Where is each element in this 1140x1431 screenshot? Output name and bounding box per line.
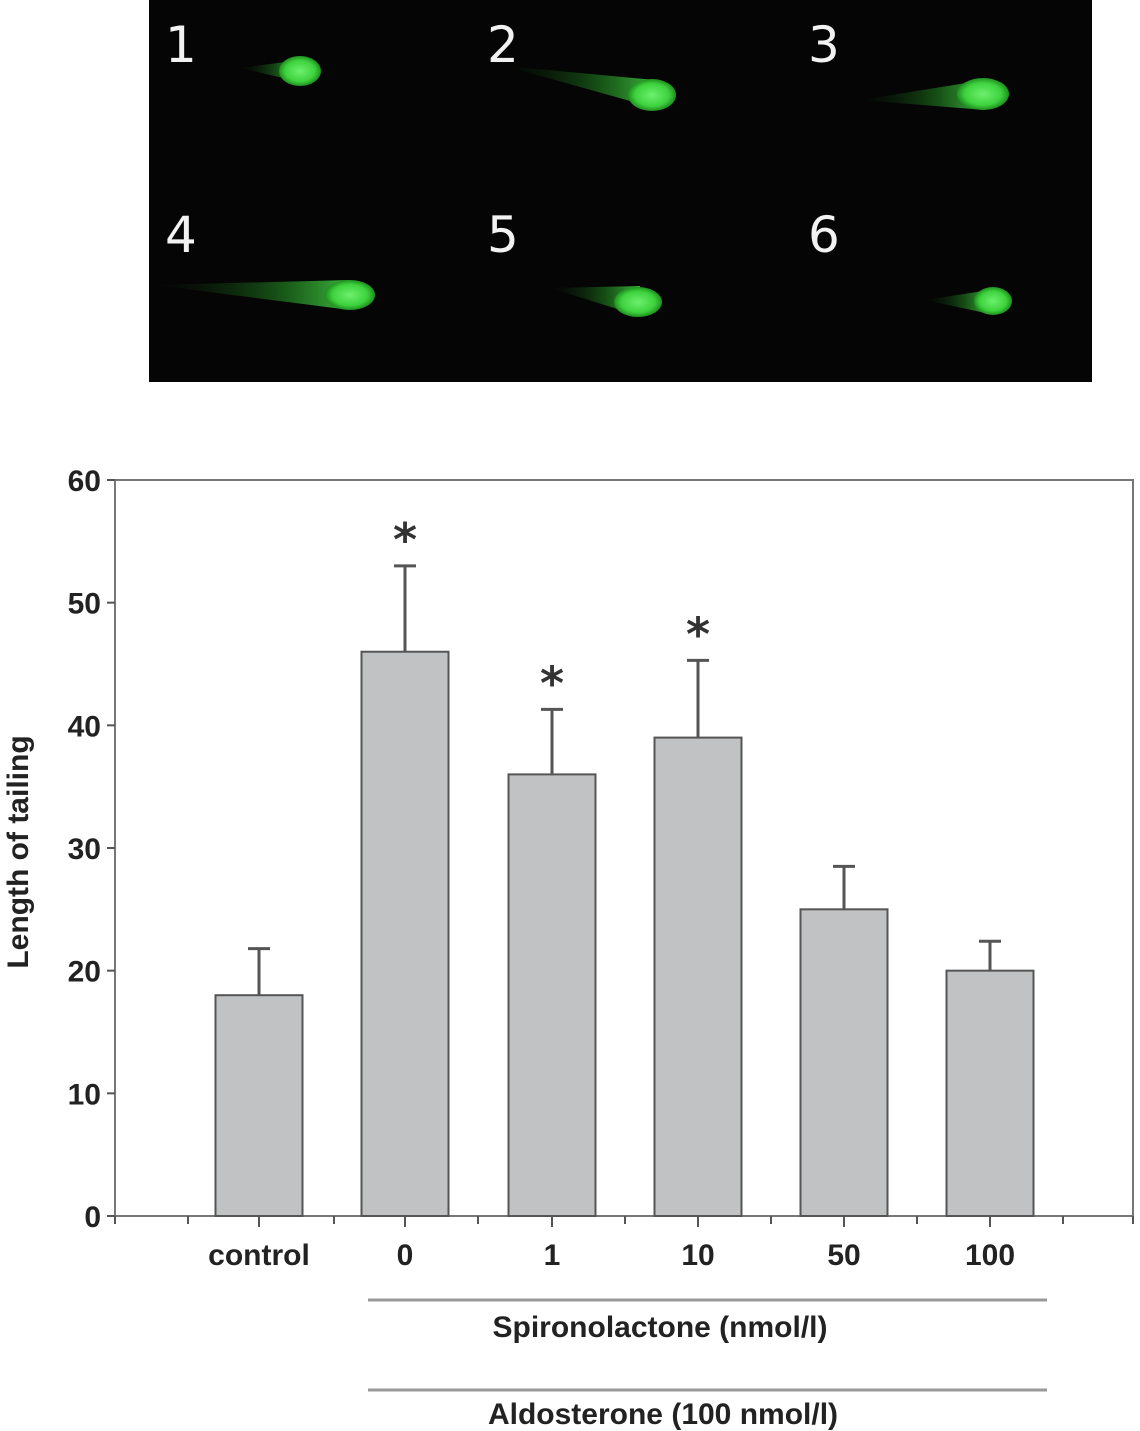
x-category-label: control xyxy=(208,1239,310,1272)
bars: * * * xyxy=(214,513,1035,1218)
bar xyxy=(214,994,304,1218)
panel-label-4: 4 xyxy=(165,206,197,264)
x-category-label: 0 xyxy=(397,1239,414,1272)
comet-1 xyxy=(240,56,321,86)
bar xyxy=(653,736,743,1217)
panel-label-1: 1 xyxy=(165,16,197,74)
significance-star: * xyxy=(540,656,564,710)
comet-6 xyxy=(925,287,1012,315)
comet-3 xyxy=(860,78,1009,110)
x-category-label: 1 xyxy=(544,1239,561,1272)
comet-4 xyxy=(155,280,375,310)
y-tick-label: 0 xyxy=(84,1201,101,1234)
x-axis: control 0 1 10 50 100 xyxy=(114,1216,1134,1272)
y-tick-label: 30 xyxy=(68,833,101,866)
significance-star: * xyxy=(393,513,417,567)
y-tick-label: 50 xyxy=(68,588,101,621)
bar xyxy=(945,969,1035,1218)
y-tick-label: 40 xyxy=(68,710,101,743)
panel-label-2: 2 xyxy=(487,16,519,74)
x-category-label: 100 xyxy=(965,1239,1015,1272)
panel-label-3: 3 xyxy=(808,16,840,74)
comet-assay-micrograph: 1 2 3 4 5 6 xyxy=(149,0,1092,382)
y-tick-label: 20 xyxy=(68,956,101,989)
comet-5 xyxy=(550,286,662,317)
panel-label-5: 5 xyxy=(487,206,519,264)
x-category-label: 50 xyxy=(827,1239,860,1272)
bar xyxy=(799,908,889,1217)
y-tick-label: 60 xyxy=(68,465,101,498)
panel-label-6: 6 xyxy=(808,206,840,264)
y-tick-label: 10 xyxy=(68,1078,101,1111)
bar xyxy=(507,773,597,1218)
significance-star: * xyxy=(686,607,710,661)
x-category-label: 10 xyxy=(681,1239,714,1272)
y-axis-label: Length of tailing xyxy=(2,735,35,968)
spironolactone-group-label: Spironolactone (nmol/l) xyxy=(493,1311,828,1344)
aldosterone-group-label: Aldosterone (100 nmol/l) xyxy=(488,1398,838,1431)
y-axis: 0 10 20 30 40 50 60 xyxy=(68,465,115,1234)
comet-2 xyxy=(505,66,676,111)
bar xyxy=(360,650,450,1217)
